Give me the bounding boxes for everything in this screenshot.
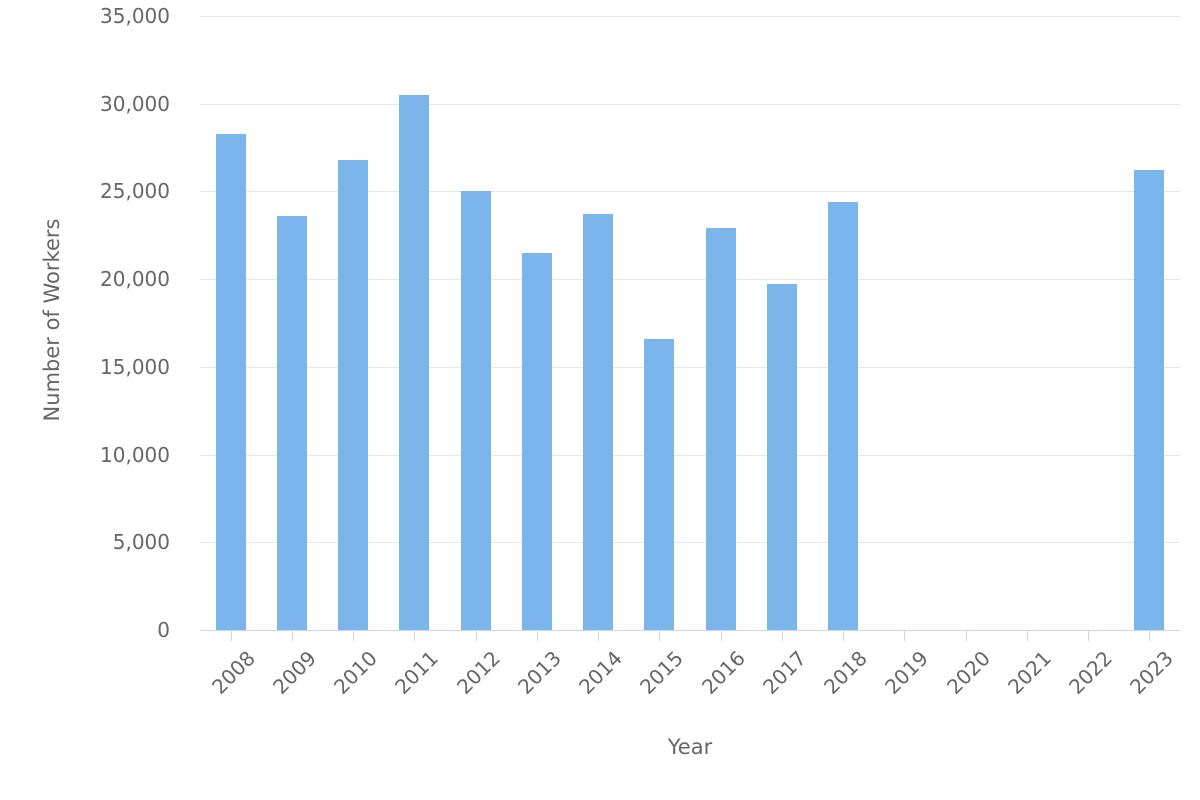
x-tick-2008 — [230, 631, 232, 641]
y-tick-label-20000: 20,000 — [100, 267, 170, 292]
gridline-35000 — [200, 16, 1180, 17]
bar-2012[interactable] — [460, 191, 491, 630]
gridline-5000 — [200, 542, 1180, 544]
x-tick-2023 — [1149, 631, 1151, 641]
x-tick-2013 — [536, 631, 538, 641]
x-tick-2021 — [1026, 631, 1028, 641]
x-tick-2012 — [475, 631, 477, 641]
gridline-10000 — [200, 454, 1180, 456]
bar-2017[interactable] — [766, 284, 797, 630]
bar-2023[interactable] — [1134, 170, 1165, 630]
bar-2018[interactable] — [828, 201, 859, 630]
y-tick-label-25000: 25,000 — [100, 179, 170, 204]
x-tick-2020 — [965, 631, 967, 641]
bar-2008[interactable] — [215, 133, 246, 630]
bar-2016[interactable] — [705, 228, 736, 630]
x-tick-2015 — [659, 631, 661, 641]
x-axis-title: Year — [667, 735, 713, 759]
gridline-15000 — [200, 366, 1180, 368]
x-tick-2010 — [353, 631, 355, 641]
x-tick-2011 — [414, 631, 416, 641]
x-tick-2009 — [291, 631, 293, 641]
gridline-25000 — [200, 191, 1180, 193]
y-tick-label-35000: 35,000 — [100, 4, 170, 28]
bar-2009[interactable] — [276, 215, 307, 630]
x-tick-2017 — [781, 631, 783, 641]
bar-2015[interactable] — [644, 338, 675, 630]
gridline-30000 — [200, 103, 1180, 105]
gridline-20000 — [200, 279, 1180, 281]
x-tick-2018 — [843, 631, 845, 641]
bar-2014[interactable] — [583, 214, 614, 630]
y-tick-label-15000: 15,000 — [100, 354, 170, 379]
bar-2013[interactable] — [521, 252, 552, 630]
y-axis-title: Number of Workers — [40, 218, 64, 422]
y-tick-label-0: 0 — [157, 618, 170, 642]
x-tick-2016 — [720, 631, 722, 641]
x-tick-2014 — [598, 631, 600, 641]
y-tick-label-10000: 10,000 — [100, 442, 170, 467]
x-axis-line — [200, 630, 1180, 631]
y-tick-label-5000: 5,000 — [112, 530, 170, 555]
x-tick-2022 — [1088, 631, 1090, 641]
bar-2011[interactable] — [399, 94, 430, 630]
bar-2010[interactable] — [338, 159, 369, 630]
x-tick-2019 — [904, 631, 906, 641]
y-tick-label-30000: 30,000 — [100, 91, 170, 116]
